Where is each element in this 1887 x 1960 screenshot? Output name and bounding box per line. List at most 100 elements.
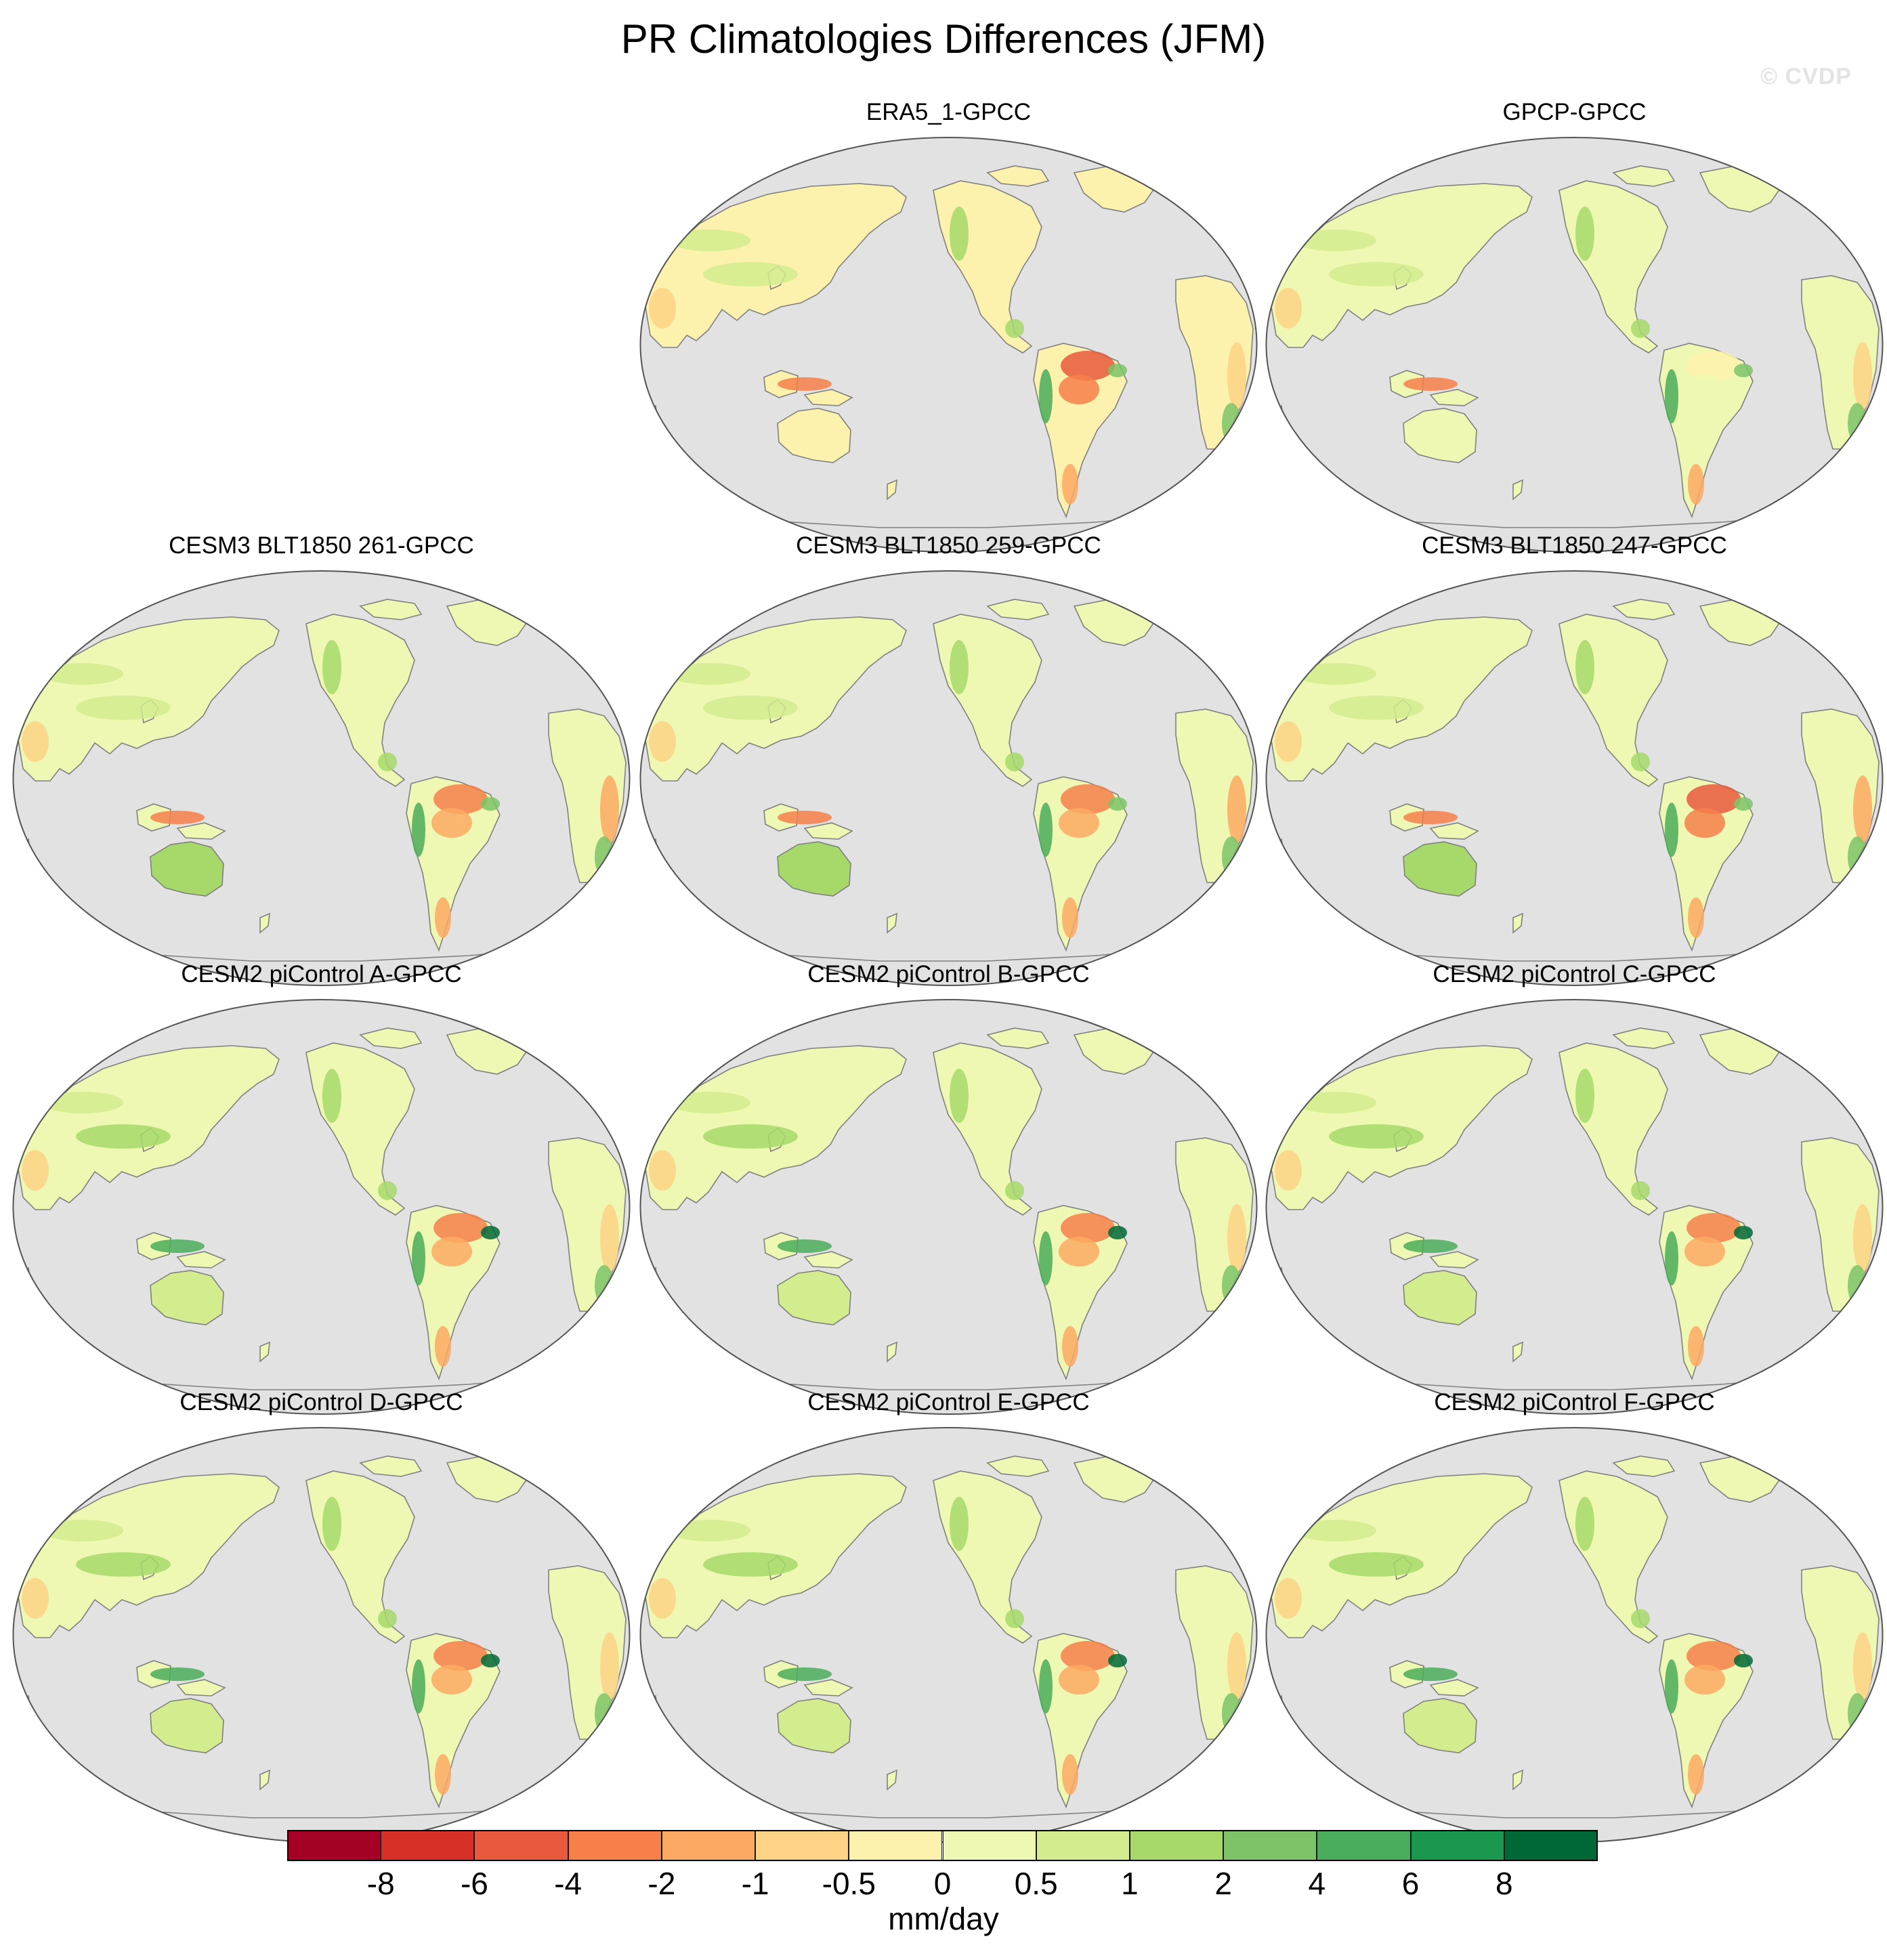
land-nz [887,1769,897,1791]
land-australia [150,1698,224,1753]
siberia [669,1520,750,1541]
map-outline [639,137,1258,553]
land-nz [1512,1769,1523,1791]
na-west-coast [950,640,969,694]
amazon-anomaly [1061,351,1115,381]
colorbar-tick-label: 2 [1214,1866,1232,1901]
land-australia [777,408,851,463]
land-newguinea [803,389,853,406]
land-nz [259,1769,270,1791]
india [649,721,676,762]
cvdp-watermark: © CVDP [1760,64,1852,89]
india [649,288,676,328]
nebrazil [1108,797,1127,811]
panel-title: CESM2 piControl E-GPCC [807,1389,1090,1415]
colorbar-tick-label: -1 [741,1866,769,1901]
land-australia [1403,1698,1477,1753]
map-outline [639,570,1258,986]
east-asia-wet [1329,262,1424,286]
amazon-anomaly [433,784,488,814]
amazon-anomaly [433,1641,488,1671]
land-arctic [986,165,1050,187]
colorbar-segment [1410,1830,1504,1861]
east-africa [1853,342,1872,410]
land-nz [887,912,897,934]
amazon-anomaly-2 [1684,1665,1725,1695]
panel-title: CESM2 piControl C-GPCC [1433,961,1716,987]
maritime-continent [778,811,832,824]
map-panel: ERA5_1-GPCC [635,98,1262,566]
land-australia [777,1270,851,1325]
land-australia [777,1698,851,1753]
colorbar-segment [849,1830,943,1861]
east-africa [600,1632,619,1700]
east-africa [1227,1204,1246,1272]
amazon-anomaly [1061,1641,1115,1671]
amazon-anomaly-2 [431,1237,472,1266]
land-australia [1403,408,1477,463]
na-west-coast [322,1497,341,1551]
east-asia-wet [1329,1124,1424,1149]
colorbar-tick-label: -8 [366,1866,395,1901]
land-newguinea [803,1679,853,1697]
maritime-continent [150,811,205,824]
na-west-coast [1575,1069,1594,1123]
map-panel: CESM3 BLT1850 261-GPCC [8,532,635,999]
panel-title: CESM3 BLT1850 261-GPCC [169,532,474,559]
map-outline [1265,570,1884,986]
amazon-anomaly [1687,351,1741,381]
land-australia [777,841,851,897]
amazon-anomaly-2 [431,808,472,838]
world-map [1265,1427,1884,1843]
land-nz [887,1341,897,1363]
maritime-continent [150,1667,205,1681]
land-newguinea [176,822,226,840]
andes-wet [1665,1659,1678,1713]
na-west-coast [322,1069,341,1123]
east-africa [600,775,619,843]
patagonia [1062,1754,1078,1795]
world-map [12,999,631,1415]
east-asia-wet [703,262,798,286]
nebrazil [1108,364,1127,377]
na-west-coast [950,1497,969,1551]
central-america [378,1181,397,1200]
land-newguinea [1429,1251,1479,1269]
siberia [42,1092,123,1113]
amazon-anomaly [1687,1213,1741,1243]
map-outline [12,999,631,1415]
siberia [669,230,750,251]
world-map [1265,999,1884,1415]
maritime-continent [778,377,832,391]
land-newguinea [1429,822,1479,840]
amazon-anomaly [433,1213,488,1243]
india [1275,1578,1302,1619]
central-america [1005,752,1024,771]
panel-title: GPCP-GPCC [1502,99,1647,125]
east-africa [1227,342,1246,410]
patagonia [435,1754,451,1795]
land-newguinea [1429,389,1479,406]
central-america [1005,1609,1024,1628]
map-panel: CESM2 piControl F-GPCC [1261,1388,1887,1856]
andes-wet [412,1231,425,1285]
india [22,1578,49,1619]
land-newguinea [1429,1679,1479,1697]
na-west-coast [950,1069,969,1123]
amazon-anomaly [1061,1213,1115,1243]
amazon-anomaly [1687,784,1741,814]
east-africa [600,1204,619,1272]
map-panel: CESM2 piControl C-GPCC [1261,960,1887,1428]
east-asia-wet [703,1124,798,1149]
siberia [1295,230,1376,251]
colorbar-tick-label: 8 [1495,1866,1513,1901]
land-arctic [1612,1027,1676,1049]
na-west-coast [322,640,341,694]
india [649,1578,676,1619]
colorbar-segment [287,1830,381,1861]
east-asia-wet [703,696,798,720]
land-nz [1512,479,1523,500]
map-outline [639,999,1258,1415]
colorbar-units: mm/day [888,1901,999,1936]
nebrazil [1734,364,1753,377]
